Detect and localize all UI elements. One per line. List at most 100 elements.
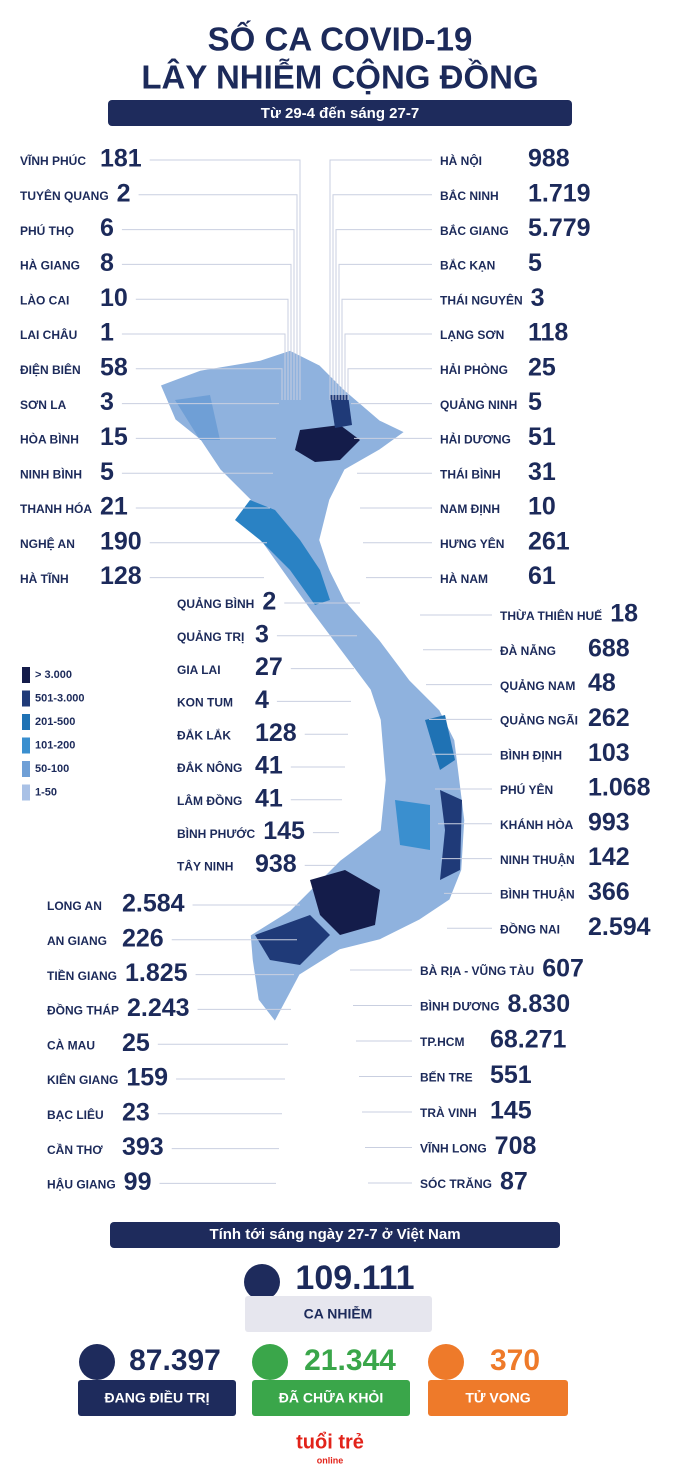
leader-line [347, 368, 432, 400]
legend-swatch [22, 667, 30, 683]
province-count: 142 [588, 843, 630, 871]
deaths-value: 370 [490, 1344, 540, 1377]
province-count: 61 [528, 562, 556, 590]
deaths-box [428, 1380, 568, 1416]
province-name: PHÚ YÊN [500, 782, 553, 797]
person-icon [244, 1264, 280, 1300]
province-count: 145 [263, 817, 305, 845]
province-name: TÂY NINH [177, 859, 233, 874]
province-name: QUẢNG TRỊ [177, 629, 244, 644]
province-name: KON TUM [177, 696, 233, 710]
province-count: 3 [100, 388, 114, 416]
province-count: 18 [610, 600, 638, 628]
leader-line [135, 368, 283, 400]
province-count: 938 [255, 850, 297, 878]
province-count: 128 [255, 719, 297, 747]
province-name: THÁI BÌNH [440, 466, 501, 481]
legend-label: 50-100 [35, 763, 69, 775]
province-name: AN GIANG [47, 934, 107, 948]
province-count: 262 [588, 704, 630, 732]
province-name: CÀ MAU [47, 1037, 95, 1052]
map-shape [159, 349, 466, 1024]
province-count: 25 [528, 353, 556, 381]
summary-banner [110, 1222, 560, 1248]
province-name: BÌNH ĐỊNH [500, 747, 562, 762]
province-count: 3 [531, 284, 545, 312]
province-count: 41 [255, 752, 283, 780]
province-name: BÌNH THUẬN [500, 887, 575, 902]
legend-label: 1-50 [35, 786, 57, 798]
province-name: ĐÀ NẴNG [500, 643, 556, 658]
leader-line [341, 298, 432, 400]
province-name: LAI CHÂU [20, 327, 77, 342]
province-count: 688 [588, 634, 630, 662]
map-region [395, 800, 430, 850]
province-name: BẮC GIANG [440, 223, 509, 238]
leader-line [149, 159, 301, 400]
province-count: 21 [100, 493, 128, 521]
province-name: THỪA THIÊN HUẾ [500, 608, 602, 623]
province-name: QUẢNG NAM [500, 678, 575, 693]
total-label: CA NHIỄM [304, 1306, 373, 1322]
province-count: 190 [100, 527, 142, 555]
province-name: BẮC NINH [440, 188, 499, 203]
province-count: 5 [528, 249, 542, 277]
province-count: 366 [588, 878, 630, 906]
province-name: NINH THUẬN [500, 852, 575, 867]
legend-swatch [22, 714, 30, 730]
total-value: 109.111 [295, 1259, 414, 1297]
province-name: TP.HCM [420, 1035, 464, 1049]
leader-lines [121, 159, 492, 1184]
province-count: 15 [100, 423, 128, 451]
province-count: 3 [255, 620, 269, 648]
province-count: 2.584 [122, 890, 185, 918]
legend-swatch [22, 690, 30, 707]
deaths-icon [428, 1344, 464, 1380]
leader-line [338, 263, 432, 400]
map-region [330, 395, 352, 428]
legend-swatch [22, 784, 30, 801]
map-region [310, 870, 380, 935]
title-line: LÂY NHIỄM CỘNG ĐỒNG [141, 58, 538, 96]
subtitle: Từ 29-4 đến sáng 27-7 [261, 105, 419, 122]
province-name: HÀ NỘI [440, 153, 482, 168]
province-name: HÀ TĨNH [20, 571, 69, 586]
province-count: 5 [100, 458, 114, 486]
province-name: SƠN LA [20, 398, 67, 412]
legend-label: 201-500 [35, 716, 75, 728]
province-name: LÂM ĐỒNG [177, 793, 242, 808]
province-name: BÌNH DƯƠNG [420, 999, 500, 1014]
leader-line [329, 159, 432, 400]
province-count: 103 [588, 739, 630, 767]
subtitle-banner [108, 100, 572, 126]
province-count: 8 [100, 249, 114, 277]
province-count: 2.243 [127, 994, 190, 1022]
province-name: THÁI NGUYÊN [440, 292, 523, 307]
treating-icon [79, 1344, 115, 1380]
province-count: 5 [528, 388, 542, 416]
title-line: SỐ CA COVID-19 [208, 20, 473, 58]
leader-line [332, 194, 432, 400]
province-name: BÌNH PHƯỚC [177, 826, 256, 841]
province-name: NAM ĐỊNH [440, 502, 500, 516]
province-name: QUẢNG BÌNH [177, 596, 254, 611]
province-count: 10 [100, 284, 128, 312]
leader-line [138, 194, 298, 400]
leader-line [121, 229, 295, 400]
province-count: 4 [255, 686, 269, 714]
summary-banner-text: Tính tới sáng ngày 27-7 ở Việt Nam [209, 1226, 460, 1243]
province-name: NGHỆ AN [20, 536, 75, 551]
map-region [440, 790, 462, 880]
province-name: HÀ NAM [440, 571, 488, 586]
province-name: ĐỒNG NAI [500, 921, 560, 936]
legend-label: 501-3.000 [35, 692, 85, 704]
province-count: 1.719 [528, 179, 591, 207]
province-name: HẢI DƯƠNG [440, 432, 511, 447]
province-count: 2 [262, 588, 276, 616]
treating-box [78, 1380, 236, 1416]
province-name: QUẢNG NGÃI [500, 713, 578, 728]
leader-line [121, 263, 292, 400]
logo-sub: online [317, 1455, 344, 1465]
province-name: BẠC LIÊU [47, 1107, 104, 1122]
